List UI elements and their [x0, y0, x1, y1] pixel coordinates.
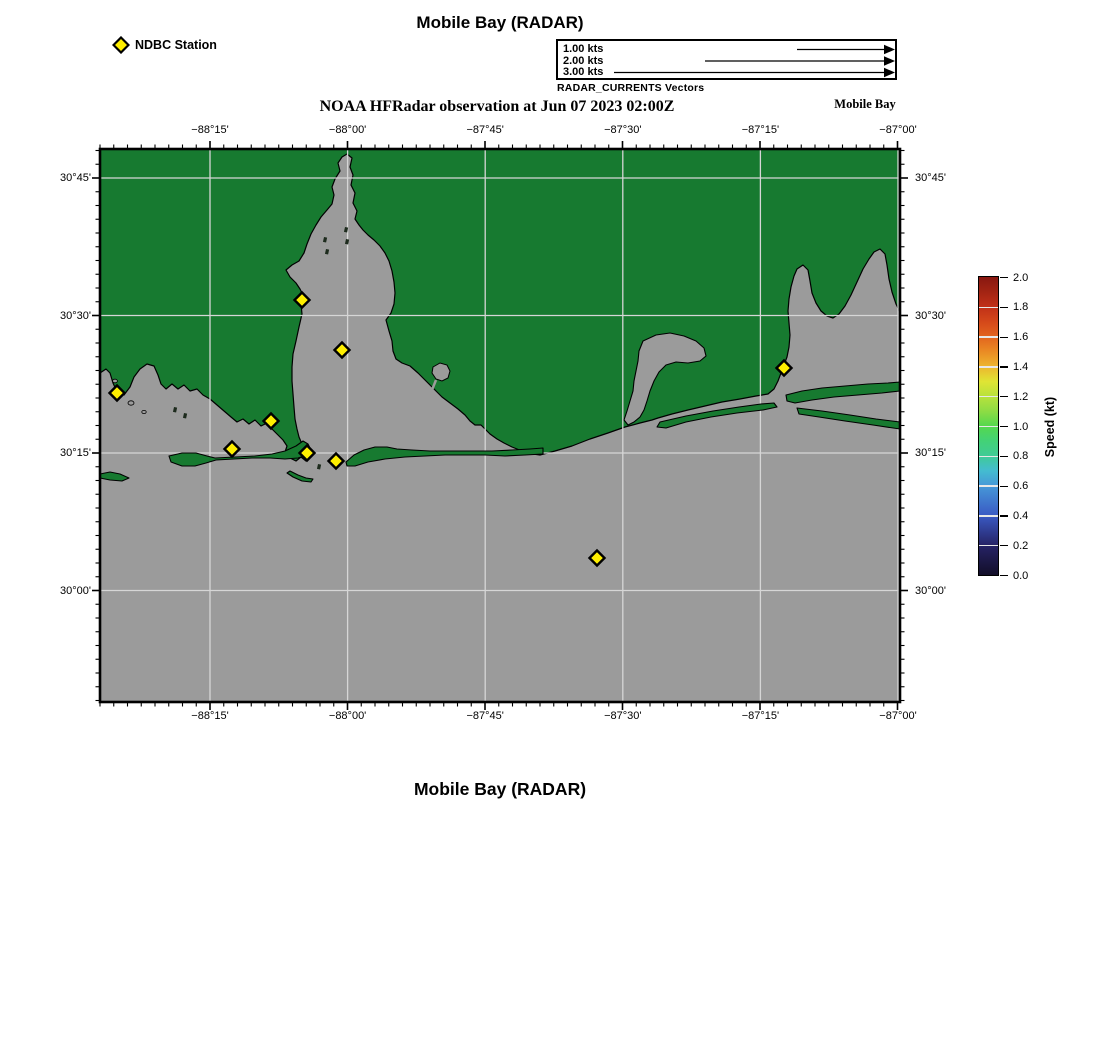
colorbar-tick-line — [979, 366, 998, 368]
colorbar-tick-line — [979, 455, 998, 458]
lon-tick-label-top: −87°00' — [879, 124, 917, 136]
colorbar-tick-line — [979, 485, 998, 487]
footer-title: Mobile Bay (RADAR) — [413, 779, 587, 799]
ndbc-station-marker — [292, 290, 312, 310]
colorbar-tick-label: 0.0 — [1013, 569, 1029, 582]
colorbar-title: Speed (kt) — [1043, 396, 1057, 458]
ndbc-station-marker — [107, 383, 127, 403]
lon-tick-label-bottom: −88°00' — [328, 710, 367, 722]
lon-tick-label-top: −88°15' — [191, 124, 229, 136]
colorbar-tick-label: 1.0 — [1013, 420, 1029, 433]
colorbar-tick-label: 1.6 — [1013, 331, 1029, 344]
colorbar-tick-line — [979, 336, 998, 338]
observation-subtitle: NOAA HFRadar observation at Jun 07 2023 … — [319, 98, 675, 115]
lon-tick-label-top: −87°30' — [604, 124, 642, 136]
vector-box-caption: RADAR_CURRENTS Vectors — [557, 82, 705, 94]
colorbar-tick-mark — [1000, 396, 1008, 398]
lon-tick-label-bottom: −87°00' — [879, 710, 917, 722]
map-canvas — [92, 141, 908, 710]
ndbc-station-marker — [774, 358, 794, 378]
lon-tick-label-bottom: −87°15' — [741, 710, 780, 722]
colorbar-tick-label: 1.4 — [1013, 360, 1029, 373]
ndbc-legend-label: NDBC Station — [135, 38, 217, 52]
vector-scale-arrows — [614, 44, 895, 78]
vector-scale-box: 1.00 kts 2.00 kts 3.00 kts — [556, 39, 897, 80]
colorbar-tick-label: 1.8 — [1013, 301, 1029, 314]
colorbar-tick-mark — [1000, 306, 1008, 308]
ndbc-station-marker — [587, 548, 607, 568]
lat-tick-label-left: 30°15' — [60, 447, 91, 459]
colorbar-tick-mark — [1000, 485, 1008, 487]
colorbar-tick-mark — [1000, 276, 1008, 279]
ndbc-station-marker — [222, 439, 242, 459]
page-title: Mobile Bay (RADAR) — [416, 13, 584, 32]
colorbar-tick-mark — [1000, 455, 1008, 457]
lat-tick-label-left: 30°30' — [60, 309, 91, 322]
ndbc-station-marker — [261, 411, 281, 431]
vector-scale-label-2: 2.00 kts — [563, 54, 604, 67]
region-label: Mobile Bay — [834, 97, 896, 111]
colorbar-tick-mark — [1000, 574, 1008, 577]
colorbar-tick-line — [979, 544, 998, 547]
lon-tick-label-bottom: −87°30' — [604, 710, 642, 722]
lon-tick-label-bottom: −87°45' — [466, 710, 504, 722]
lat-tick-label-right: 30°45' — [915, 172, 946, 184]
lon-tick-label-top: −87°45' — [466, 124, 504, 136]
colorbar-tick-label: 0.8 — [1013, 450, 1029, 463]
lat-tick-label-right: 30°00' — [915, 584, 946, 597]
ndbc-station-marker — [332, 340, 352, 360]
lon-tick-label-top: −88°00' — [328, 124, 367, 136]
colorbar-tick-mark — [1000, 515, 1008, 517]
ndbc-legend: NDBC Station — [112, 36, 217, 54]
colorbar-tick-line — [979, 515, 998, 517]
lon-tick-label-bottom: −88°15' — [191, 710, 229, 722]
colorbar-tick-line — [979, 395, 998, 398]
ndbc-station-marker — [326, 451, 346, 471]
ndbc-station-icon — [112, 36, 130, 54]
colorbar-tick-label: 2.0 — [1013, 271, 1029, 284]
lat-tick-label-left: 30°00' — [60, 584, 91, 597]
vector-scale-label-1: 1.00 kts — [563, 43, 604, 55]
colorbar-tick-label: 1.2 — [1013, 390, 1029, 403]
colorbar-tick-mark — [1000, 336, 1008, 338]
colorbar-tick-line — [979, 306, 998, 309]
lon-tick-label-top: −87°15' — [741, 124, 780, 136]
colorbar-tick-label: 0.2 — [1013, 539, 1029, 552]
colorbar-tick-label: 0.4 — [1013, 509, 1029, 522]
colorbar-tick-mark — [1000, 545, 1008, 547]
vector-scale-label-3: 3.00 kts — [563, 66, 604, 78]
ndbc-station-marker — [297, 443, 317, 463]
lat-tick-label-left: 30°45' — [60, 172, 91, 184]
colorbar-tick-label: 0.6 — [1013, 480, 1029, 493]
lat-tick-label-right: 30°30' — [915, 309, 946, 322]
colorbar-tick-line — [979, 425, 998, 428]
lat-tick-label-right: 30°15' — [915, 447, 946, 459]
colorbar-tick-mark — [1000, 366, 1008, 368]
colorbar-tick-mark — [1000, 425, 1008, 428]
